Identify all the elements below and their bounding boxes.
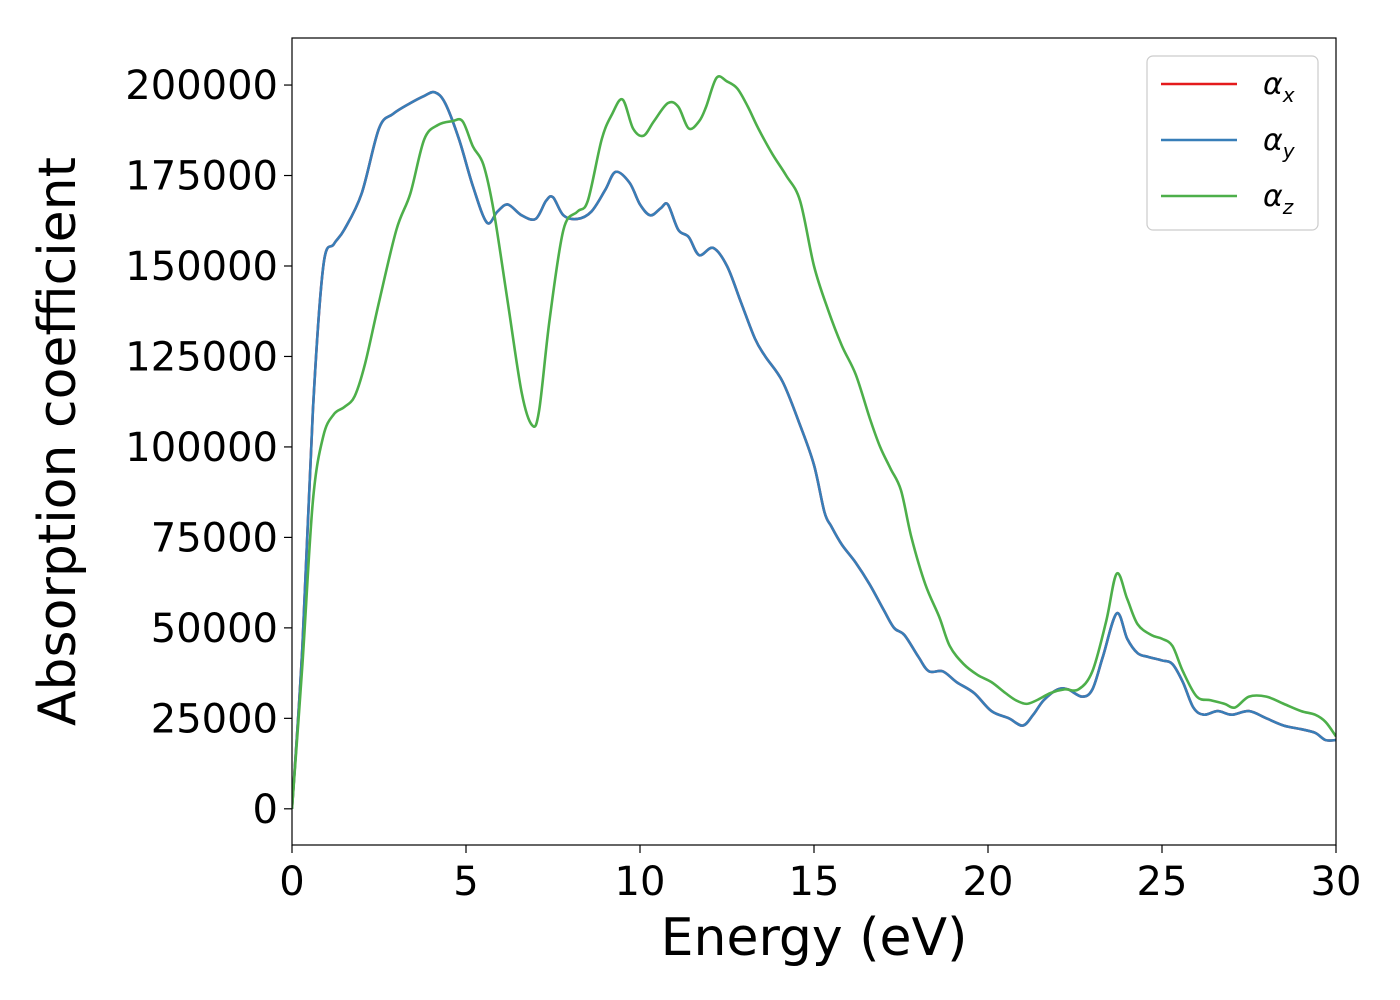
x-tick-label: 10 [615,859,666,905]
legend-label-subscript: z [1282,195,1294,219]
legend-label-subscript: y [1282,139,1296,163]
series-layer [292,75,1336,809]
x-tick-label: 25 [1137,859,1188,905]
legend-label-subscript: x [1282,83,1295,107]
y-tick-label: 150000 [125,244,278,290]
y-tick-label: 200000 [125,63,278,109]
y-tick-label: 50000 [151,606,278,652]
legend-box [1146,55,1319,231]
y-tick-label: 25000 [151,696,278,742]
x-tick-label: 30 [1311,859,1362,905]
series-line-z [292,75,1336,809]
x-tick-label: 20 [963,859,1014,905]
y-tick-label: 100000 [125,425,278,471]
y-tick-label: 75000 [151,515,278,561]
legend-label-symbol: α [1263,179,1283,214]
x-tick-label: 0 [279,859,304,905]
x-tick-label: 15 [789,859,840,905]
x-axis-title: Energy (eV) [661,908,968,968]
legend-label-symbol: α [1263,123,1283,158]
legend-label-y: αy [1263,123,1296,163]
y-tick-label: 0 [253,787,278,833]
legend-label-symbol: α [1263,67,1283,102]
y-axis-title: Absorption coefficient [28,157,88,726]
y-axis: 0 25000 50000 75000 100000 125000 150000 175000… [125,63,292,833]
y-tick-label: 125000 [125,334,278,380]
x-axis: 0 5 10 15 20 25 30 [279,845,1361,905]
legend-label-z: αz [1263,179,1294,219]
x-tick-label: 5 [453,859,478,905]
y-tick-label: 175000 [125,154,278,200]
series-line-y [292,90,1336,809]
legend-label-x: αx [1263,67,1295,107]
